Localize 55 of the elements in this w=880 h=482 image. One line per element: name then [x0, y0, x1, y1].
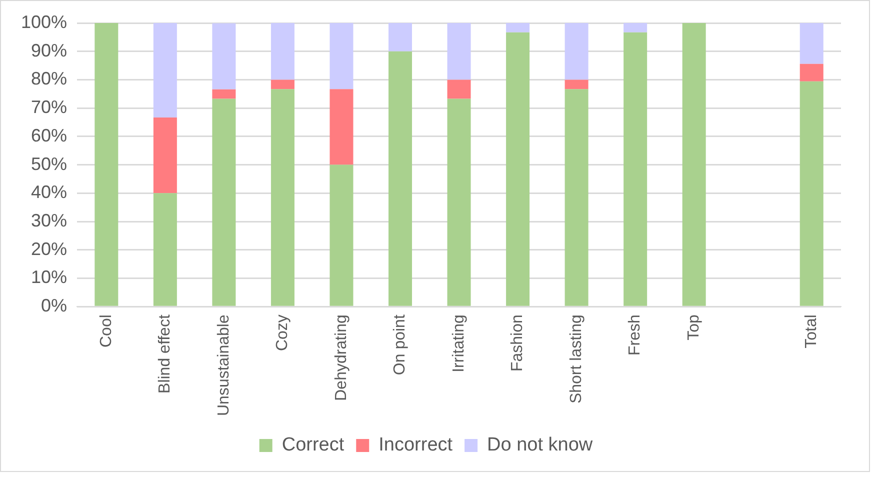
- bar: [270, 23, 294, 80]
- bar: [212, 89, 236, 99]
- x-tick-label: Top: [685, 314, 702, 340]
- bar: [388, 51, 412, 306]
- bar: [447, 23, 471, 80]
- bar: [800, 64, 824, 82]
- bar: [564, 89, 588, 306]
- y-tick-label: 40%: [31, 182, 68, 202]
- bar: [270, 80, 294, 90]
- legend-label: Incorrect: [378, 434, 454, 456]
- bar: [800, 23, 824, 64]
- y-tick-label: 0%: [41, 296, 68, 316]
- x-tick-label: Cozy: [274, 314, 292, 352]
- bar: [564, 23, 588, 80]
- bar: [153, 23, 177, 118]
- bar: [153, 117, 177, 194]
- x-tick-label: Irritating: [450, 314, 468, 372]
- x-tick-label: Total: [803, 314, 820, 348]
- bar: [447, 98, 471, 306]
- bar: [506, 32, 530, 306]
- bar: [388, 23, 412, 52]
- y-tick-label: 10%: [31, 267, 68, 288]
- legend-label: Do not know: [487, 434, 593, 456]
- x-tick-label: Short lasting: [568, 314, 585, 404]
- y-tick-label: 80%: [31, 68, 68, 89]
- bar: [624, 23, 648, 32]
- y-tick-label: 70%: [31, 97, 68, 118]
- bar: [212, 23, 236, 90]
- bar: [624, 32, 648, 306]
- bar: [153, 193, 177, 306]
- bar: [94, 23, 118, 306]
- x-tick-label: Unsustainable: [215, 314, 232, 416]
- bar: [212, 98, 236, 306]
- bar: [330, 164, 354, 306]
- bar: [800, 81, 824, 306]
- bar: [270, 89, 294, 306]
- bar: [447, 80, 471, 99]
- bar: [506, 23, 530, 32]
- y-tick-label: 100%: [20, 12, 68, 32]
- legend-label: Correct: [282, 434, 345, 456]
- y-tick-label: 50%: [31, 154, 68, 174]
- x-tick-label: Blind effect: [156, 314, 174, 394]
- y-tick-label: 30%: [31, 210, 68, 230]
- x-tick-label: Cool: [98, 314, 115, 348]
- bar: [682, 23, 706, 306]
- x-tick-label: Dehydrating: [332, 314, 350, 401]
- x-tick-label: Fashion: [509, 314, 526, 372]
- y-tick-label: 90%: [31, 40, 68, 60]
- x-tick-label: Fresh: [626, 314, 644, 356]
- bar: [330, 23, 354, 90]
- y-tick-label: 60%: [31, 125, 68, 146]
- y-tick-label: 20%: [31, 238, 68, 259]
- x-tick-label: On point: [392, 314, 409, 376]
- bar: [564, 80, 588, 90]
- bar: [330, 89, 354, 165]
